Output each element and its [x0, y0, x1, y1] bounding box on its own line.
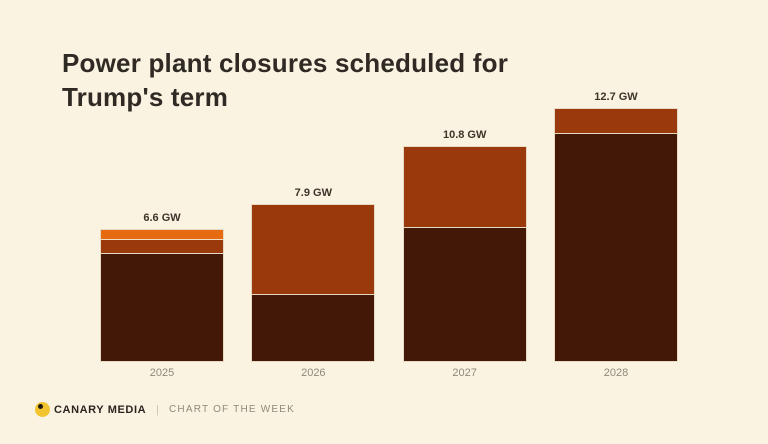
- footer: CANARY MEDIA | CHART OF THE WEEK: [35, 402, 295, 417]
- rust-segment: [554, 109, 677, 133]
- rust-segment: [252, 205, 375, 294]
- chart-of-the-week-label: CHART OF THE WEEK: [169, 404, 295, 415]
- brand-name: CANARY MEDIA: [54, 403, 147, 416]
- category-label: 2027: [452, 367, 477, 379]
- bar-stack: [251, 204, 376, 362]
- category-label: 2028: [603, 367, 629, 379]
- footer-separator: |: [156, 403, 160, 416]
- canary-eye-dot: [38, 404, 43, 409]
- bar-value-label: 12.7 GW: [594, 91, 638, 103]
- bar-stack: [553, 108, 678, 362]
- dark-brown-segment: [101, 253, 223, 361]
- category-label: 2026: [301, 367, 326, 379]
- bar-stack: [402, 146, 527, 362]
- bar-column-2028: 12.7 GW 2028: [553, 91, 678, 379]
- bar-value-label: 7.9 GW: [294, 187, 332, 199]
- chart-area: 6.6 GW 2025 7.9 GW 2026 10.8 GW 2027 12.7 GW 20…: [100, 76, 678, 379]
- rust-segment: [403, 147, 526, 227]
- orange-segment: [101, 230, 223, 239]
- bar-column-2026: 7.9 GW 2026: [251, 187, 376, 379]
- page-title: Power plant closures scheduled for Trump…: [62, 48, 509, 112]
- bar-value-label: 10.8 GW: [442, 129, 487, 141]
- bar-value-label: 6.6 GW: [143, 212, 181, 224]
- bar-stack: [100, 229, 224, 362]
- dark-brown-segment: [554, 133, 677, 361]
- canary-media-logo-icon: [35, 402, 50, 417]
- dark-brown-segment: [403, 227, 526, 361]
- category-label: 2025: [149, 367, 175, 379]
- bar-column-2025: 6.6 GW 2025: [100, 212, 224, 379]
- dark-brown-segment: [252, 294, 375, 361]
- bar-column-2027: 10.8 GW 2027: [402, 129, 527, 379]
- rust-segment: [101, 239, 223, 253]
